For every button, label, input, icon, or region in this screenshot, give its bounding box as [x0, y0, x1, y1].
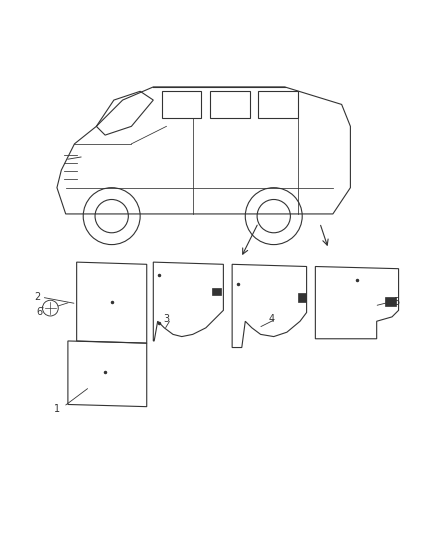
Polygon shape	[298, 293, 306, 302]
Text: 1: 1	[54, 404, 60, 414]
Text: 5: 5	[393, 296, 399, 306]
Text: 6: 6	[36, 308, 42, 318]
Polygon shape	[212, 288, 221, 295]
Polygon shape	[385, 297, 396, 306]
Text: 2: 2	[34, 292, 40, 302]
Text: 3: 3	[163, 314, 170, 324]
Text: 4: 4	[268, 314, 275, 324]
